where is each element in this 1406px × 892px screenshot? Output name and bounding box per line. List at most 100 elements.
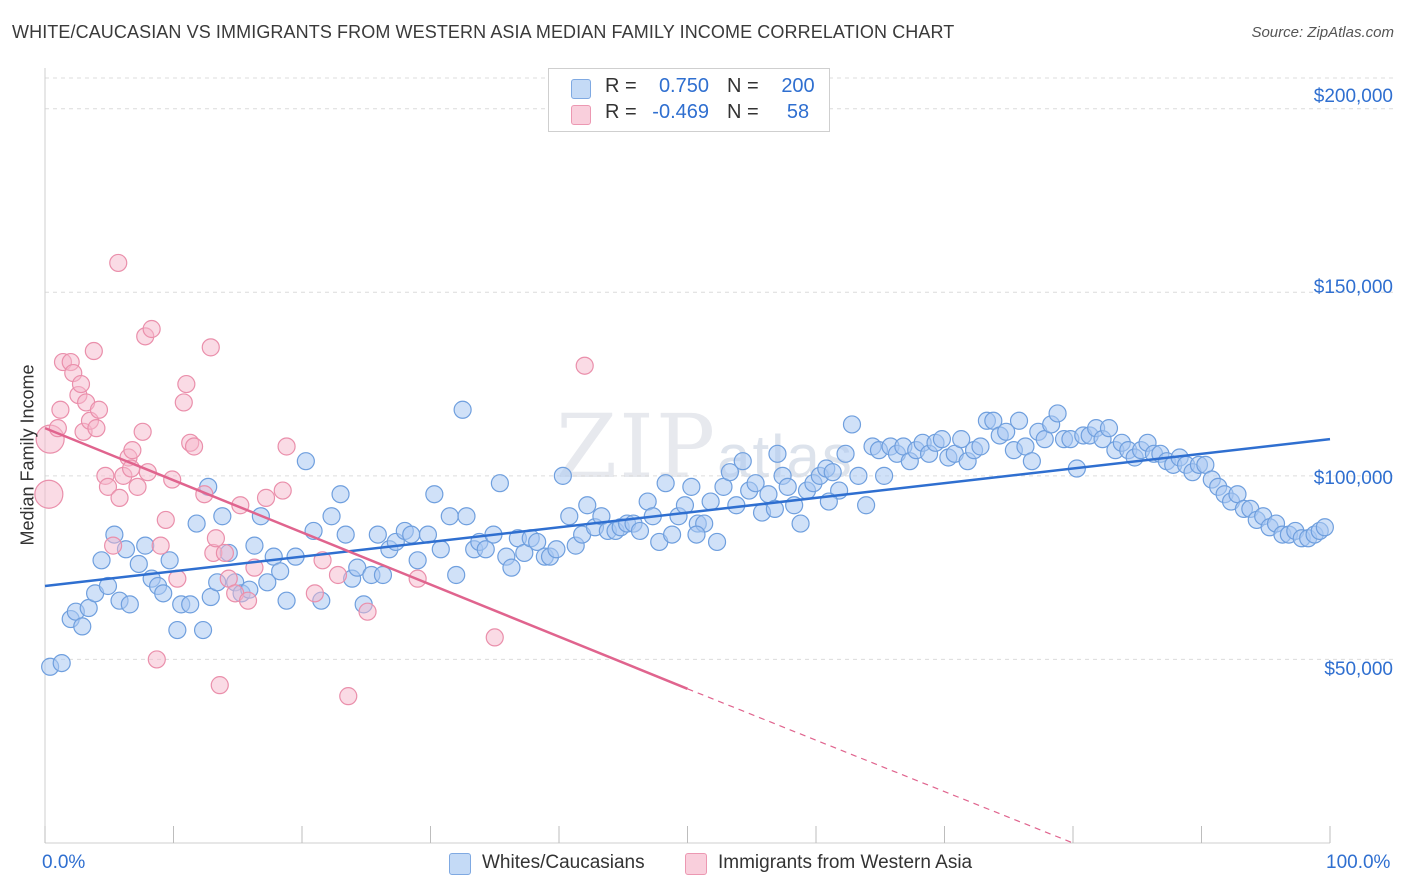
point-whites [136,536,155,555]
point-western-asia [485,628,504,647]
point-western-asia [174,393,193,412]
point-western-asia [215,543,234,563]
point-western-asia [305,584,324,603]
point-whites [98,576,118,596]
point-whites [431,540,450,559]
point-whites [553,466,572,485]
legend-n-label: N = [727,75,759,97]
point-whites [120,595,139,614]
point-western-asia [109,253,128,273]
trendline-western-asia [44,426,688,690]
point-whites [408,551,427,570]
point-whites [187,514,206,533]
point-western-asia [142,319,161,339]
point-whites [271,562,290,581]
point-whites [277,591,296,610]
point-western-asia [201,338,220,357]
point-whites [682,477,701,496]
point-whites [842,415,862,434]
point-whites [932,430,952,449]
point-whites [746,474,765,493]
legend-swatch-pink [571,105,591,125]
point-whites [823,463,842,482]
point-whites [348,558,367,577]
point-whites [502,558,521,577]
point-whites [547,540,566,559]
legend-r-label: R = [605,101,637,123]
point-whites [73,617,92,636]
point-whites [733,452,752,471]
point-whites [402,525,421,544]
correlation-legend: R = 0.750 N = 200 R = -0.469 N = 58 [548,68,830,132]
point-whites [336,525,355,544]
point-whites [836,444,855,463]
y-axis-title: Median Family Income [17,364,38,546]
point-western-asia [133,422,152,441]
point-western-asia [151,536,170,555]
point-whites [245,536,264,555]
point-whites [791,514,810,533]
point-whites [630,521,650,541]
x-tick-label-min: 0.0% [42,852,86,873]
legend-n-label: N = [727,101,759,123]
point-western-asia [89,400,109,419]
point-western-asia [177,374,196,394]
point-whites [490,474,509,493]
point-whites [447,565,466,585]
chart-title: WHITE/CAUCASIAN VS IMMIGRANTS FROM WESTE… [12,22,955,42]
legend-swatch-pink [685,853,707,875]
point-whites [578,496,597,515]
y-tick-label: $150,000 [1313,277,1393,298]
y-tick-label: $100,000 [1313,468,1393,489]
legend-label-whites: Whites/Caucasians [482,852,645,873]
point-whites [707,532,727,552]
point-western-asia [313,551,332,570]
point-whites [52,653,71,673]
legend-r-value: 0.750 [658,75,709,97]
trendline-whites [44,437,1331,588]
trendline-western-asia-extension [687,688,1074,844]
point-whites [453,400,472,419]
point-western-asia [328,565,348,585]
point-whites [1315,518,1334,537]
point-western-asia [575,356,594,375]
point-western-asia [84,341,103,361]
point-western-asia [277,437,296,456]
point-whites [778,477,797,496]
point-western-asia [128,477,147,496]
legend-swatch-blue [571,79,591,99]
point-western-asia [273,481,292,500]
point-whites [875,466,894,485]
point-whites [1048,404,1067,423]
point-whites [373,565,393,585]
point-western-asia [238,591,258,610]
point-whites [92,551,111,570]
point-whites [765,499,784,518]
point-whites [849,466,868,485]
legend-n-value: 58 [786,101,810,123]
point-western-asia [51,400,70,419]
point-whites [368,525,387,544]
point-whites [1009,411,1029,430]
point-whites [701,492,720,511]
point-western-asia [206,529,226,548]
point-western-asia [110,488,129,507]
x-tick-label-max: 100.0% [1326,852,1391,873]
point-whites [181,595,200,614]
point-western-asia [104,536,123,555]
point-whites [160,551,179,570]
point-whites [662,525,682,544]
y-tick-label: $200,000 [1313,86,1393,107]
point-whites [952,430,971,449]
point-whites [168,620,187,640]
point-whites [258,573,277,592]
legend-swatch-blue [449,853,471,875]
legend-r-value: -0.469 [652,101,709,123]
point-western-asia [34,479,64,509]
point-whites [476,540,495,559]
point-whites [322,507,341,526]
point-western-asia [156,510,175,530]
point-western-asia [87,419,106,438]
point-whites [154,584,173,603]
